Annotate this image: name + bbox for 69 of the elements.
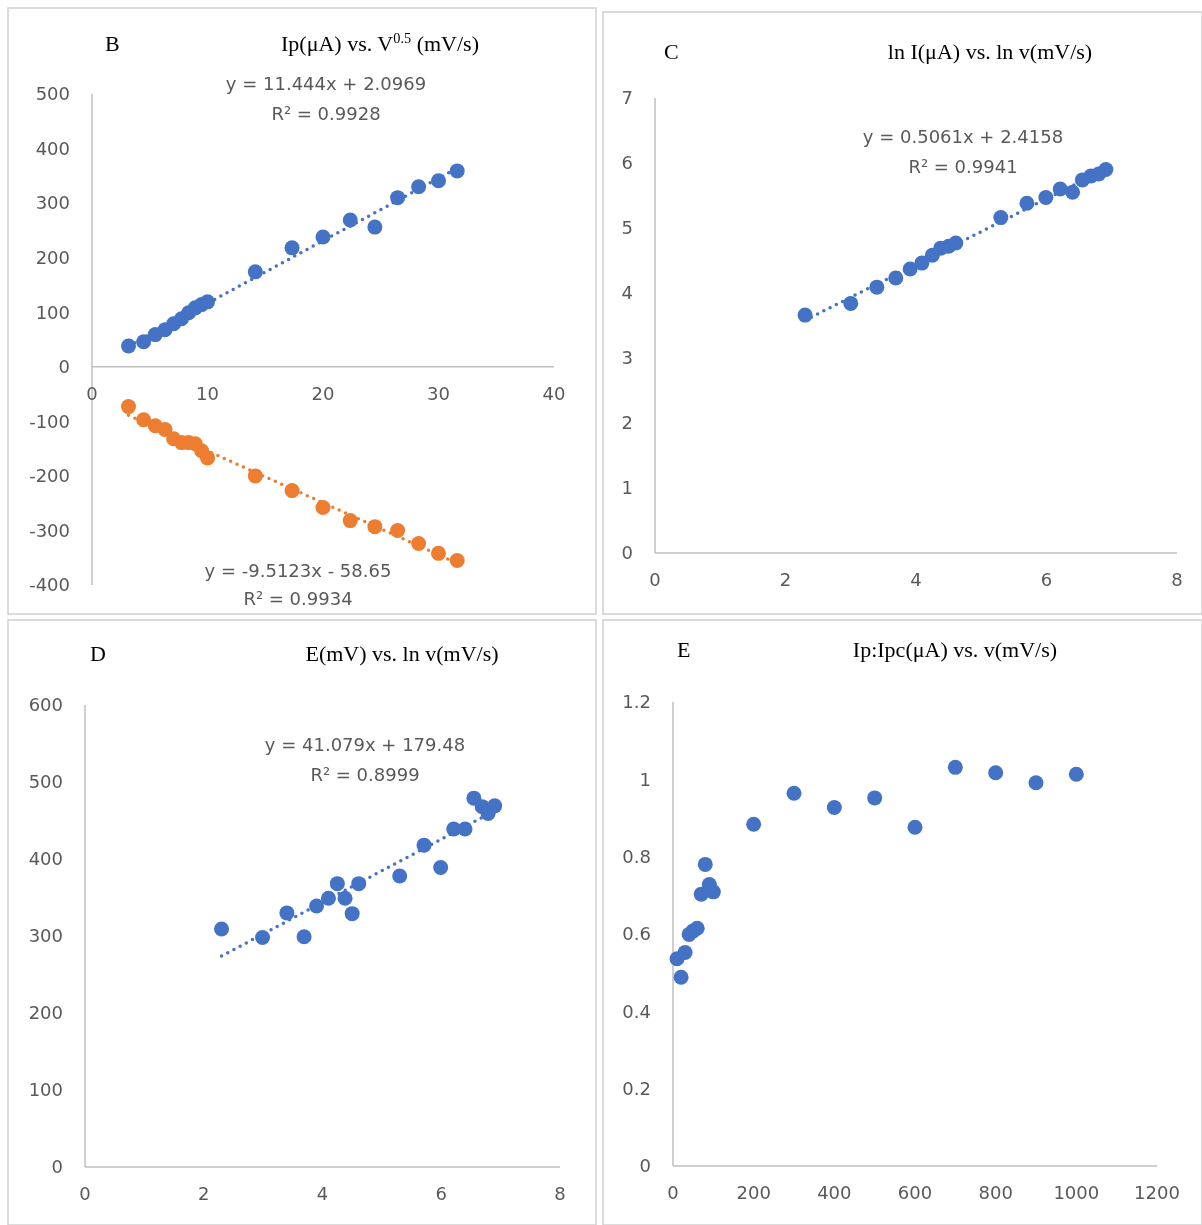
x-tick-label: 40 — [542, 382, 566, 404]
y-tick-label: -400 — [29, 574, 70, 596]
chart-subtitle: Ip:Ipc(μA) vs. v(mV/s) — [852, 637, 1058, 662]
x-tick-label: 4 — [316, 1183, 329, 1204]
y-tick-label: -300 — [29, 519, 70, 541]
x-tick-label: 400 — [817, 1182, 852, 1203]
x-tick-label: 0 — [86, 382, 98, 404]
x-tick-label: 2 — [198, 1183, 210, 1204]
y-tick-label: 300 — [35, 192, 70, 214]
y-tick-label: 0.4 — [622, 1000, 651, 1022]
x-tick-label: 4 — [910, 569, 922, 590]
y-tick-label: 400 — [28, 848, 63, 870]
chart-subtitle: ln I(μA) vs. ln v(mV/s) — [887, 39, 1093, 64]
y-tick-label: 4 — [621, 282, 633, 304]
annotation: y = -9.5123x - 58.65 — [204, 560, 392, 581]
chart-subtitle: E(mV) vs. ln v(mV/s) — [305, 641, 499, 666]
y-tick-label: 600 — [28, 694, 63, 716]
y-tick-label: 2 — [621, 412, 633, 434]
x-tick-label: 30 — [427, 382, 450, 404]
annotation: R² = 0.9941 — [908, 156, 1018, 177]
y-tick-label: 3 — [621, 347, 633, 369]
x-tick-label: 800 — [978, 1182, 1013, 1203]
annotation: y = 11.444x + 2.0969 — [225, 73, 427, 94]
annotation: R² = 0.8999 — [310, 764, 420, 785]
y-tick-label: 5 — [621, 217, 633, 239]
y-tick-label: 0.8 — [622, 845, 651, 867]
x-tick-label: 0 — [667, 1182, 679, 1203]
y-tick-label: 100 — [28, 1079, 63, 1101]
annotation: y = 41.079x + 179.48 — [264, 734, 466, 755]
x-tick-label: 6 — [1040, 569, 1053, 590]
y-tick-label: -100 — [29, 410, 70, 432]
x-tick-label: 1200 — [1134, 1182, 1180, 1203]
y-tick-label: 200 — [35, 246, 70, 268]
x-tick-label: 1000 — [1053, 1182, 1100, 1203]
chart-title: C — [664, 39, 679, 64]
y-tick-label: 0.6 — [622, 923, 651, 945]
y-tick-label: 7 — [621, 87, 633, 109]
text: R² = 0.9934 — [243, 588, 353, 609]
y-tick-label: -200 — [29, 465, 70, 487]
chart-subtitle: Ip(μA) vs. V$^{0.5}$ (mV/s) — [281, 30, 479, 56]
annotation: R² = 0.9928 — [271, 103, 381, 124]
y-tick-label: 500 — [35, 83, 70, 105]
y-tick-label: 0 — [58, 356, 70, 378]
y-tick-label: 1.2 — [622, 691, 651, 713]
x-tick-label: 200 — [736, 1182, 771, 1203]
y-tick-label: 200 — [28, 1002, 63, 1024]
x-tick-label: 0 — [79, 1183, 91, 1204]
x-tick-label: 6 — [435, 1183, 447, 1204]
y-tick-label: 0 — [639, 1155, 651, 1177]
x-tick-label: 600 — [897, 1182, 933, 1203]
y-tick-label: 0 — [621, 542, 633, 564]
x-tick-label: 10 — [196, 382, 219, 404]
y-tick-label: 300 — [28, 925, 63, 947]
y-tick-label: 6 — [621, 152, 633, 174]
y-tick-label: 1 — [621, 477, 633, 499]
y-tick-label: 0.2 — [622, 1077, 651, 1099]
y-tick-label: 500 — [28, 771, 63, 793]
annotation: y = 0.5061x + 2.4158 — [862, 126, 1064, 147]
y-tick-label: 0 — [51, 1156, 63, 1178]
x-tick-label: 20 — [311, 382, 335, 404]
chart-title: B — [105, 31, 120, 56]
y-tick-label: 100 — [35, 301, 70, 323]
chart-title: D — [90, 641, 106, 666]
x-tick-label: 8 — [1171, 569, 1183, 590]
x-tick-label: 2 — [779, 569, 792, 590]
y-tick-label: 400 — [35, 137, 70, 159]
y-tick-label: 1 — [639, 768, 651, 790]
chart-title: E — [677, 637, 691, 662]
x-tick-label: 8 — [554, 1183, 566, 1204]
